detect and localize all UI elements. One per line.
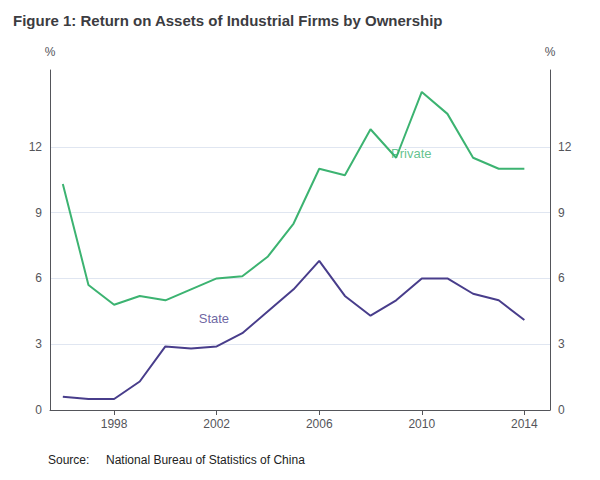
svg-text:1998: 1998 bbox=[101, 417, 128, 431]
svg-text:Source: National Bureau of: Source: National Bureau of Statistics of… bbox=[48, 453, 305, 467]
svg-text:%: % bbox=[45, 45, 56, 59]
svg-text:3: 3 bbox=[35, 337, 42, 351]
svg-text:12: 12 bbox=[558, 140, 572, 154]
svg-text:State: State bbox=[199, 311, 229, 326]
svg-text:3: 3 bbox=[558, 337, 565, 351]
svg-text:2010: 2010 bbox=[408, 417, 435, 431]
svg-text:0: 0 bbox=[558, 403, 565, 417]
svg-text:2006: 2006 bbox=[306, 417, 333, 431]
svg-text:2014: 2014 bbox=[511, 417, 538, 431]
svg-text:9: 9 bbox=[35, 206, 42, 220]
svg-text:6: 6 bbox=[558, 271, 565, 285]
svg-text:2002: 2002 bbox=[203, 417, 230, 431]
svg-text:6: 6 bbox=[35, 271, 42, 285]
svg-text:Private: Private bbox=[391, 145, 432, 161]
svg-text:Figure 1: Return on Assets of: Figure 1: Return on Assets of Industrial… bbox=[13, 12, 443, 29]
svg-text:%: % bbox=[545, 45, 556, 59]
svg-text:0: 0 bbox=[35, 403, 42, 417]
svg-text:9: 9 bbox=[558, 206, 565, 220]
svg-text:12: 12 bbox=[29, 140, 43, 154]
